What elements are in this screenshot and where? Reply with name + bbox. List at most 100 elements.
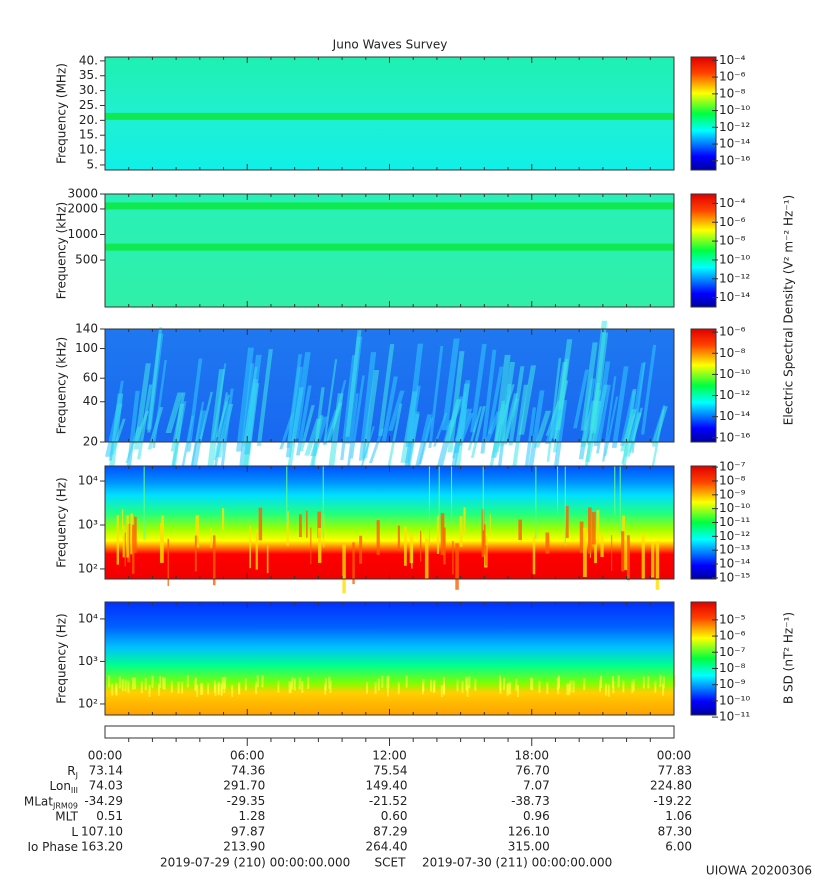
colorbar-tick-label: 10⁻⁶ (719, 70, 746, 84)
colorbar (690, 601, 717, 716)
spike (468, 676, 471, 689)
spike (223, 680, 226, 693)
spike (596, 509, 600, 543)
spike (317, 511, 321, 539)
y-tick-label: 5. (87, 157, 98, 171)
spike (662, 676, 665, 689)
spike (442, 683, 445, 696)
colorbar-tick-label: 10⁻¹¹ (719, 710, 750, 724)
spike (111, 683, 114, 696)
streak (170, 392, 186, 452)
spike (277, 680, 280, 693)
streak (593, 361, 611, 446)
colorbar-tick-label: 10⁻⁹ (719, 677, 746, 691)
spike (621, 531, 625, 572)
time-tick-label: 00:00 (88, 749, 123, 763)
spike (255, 682, 258, 695)
streak (467, 406, 483, 451)
spike (579, 521, 584, 553)
ephemeris-value: 264.40 (366, 840, 408, 854)
streak (326, 402, 343, 441)
colorbar-tick-label: 10⁻¹² (719, 529, 750, 543)
streak (518, 365, 537, 435)
footer-start: 2019-07-29 (210) 00:00:00.000 (160, 856, 350, 870)
spike (535, 466, 537, 539)
spike (381, 675, 384, 688)
y-axis-label: Frequency (Hz) (55, 613, 69, 704)
spike (342, 544, 346, 594)
spike (288, 681, 291, 694)
spike (238, 682, 241, 695)
spike (286, 466, 288, 523)
spike (463, 507, 466, 534)
spike (569, 680, 572, 693)
y-tick-label: 1000 (67, 227, 98, 241)
spike (201, 683, 204, 696)
spike (673, 675, 676, 688)
streak (323, 359, 338, 445)
ephemeris-value: 6.00 (665, 840, 692, 854)
streak (345, 330, 362, 437)
ephemeris-label-sub: III (71, 786, 78, 795)
band (105, 112, 674, 120)
colorbar-tick-label: 10⁻⁸ (719, 346, 746, 360)
colorbar-tick-label: 10⁻¹² (719, 271, 750, 285)
streak (457, 413, 474, 446)
ephemeris-value: 75.54 (373, 764, 407, 778)
y-tick-label: 20. (79, 113, 98, 127)
colorbar-tick-label: 10⁻⁸ (719, 661, 746, 675)
streak (213, 401, 229, 468)
colorbar-tick-label: 10⁻⁷ (719, 460, 746, 474)
streak (489, 400, 505, 466)
streak (511, 384, 528, 470)
streak (108, 380, 124, 461)
streak (299, 405, 315, 452)
streak (480, 349, 497, 454)
streak (350, 375, 365, 459)
streak (487, 366, 504, 434)
spike (566, 683, 569, 696)
spike (557, 466, 559, 514)
ephemeris-label-text: Io Phase (27, 840, 78, 854)
spike (151, 675, 154, 688)
spike (307, 676, 310, 689)
streak (602, 376, 617, 462)
streak (415, 414, 433, 466)
colorbar-tick-label: 10⁻¹² (719, 388, 750, 402)
spike (132, 524, 135, 574)
spike (459, 516, 463, 547)
streak (165, 392, 184, 433)
spike (546, 682, 549, 695)
streak (152, 359, 167, 448)
spike (582, 527, 587, 578)
spike (594, 539, 597, 564)
y-tick-label: 15. (79, 128, 98, 142)
spike (256, 675, 259, 688)
ephemeris-label: Io Phase (27, 840, 78, 854)
spike (127, 680, 130, 693)
streak (304, 418, 322, 456)
colorbar-tick-label: 10⁻¹⁰ (719, 501, 750, 515)
spectrogram (105, 602, 674, 715)
streak (189, 401, 205, 470)
spike (286, 510, 289, 546)
spike (538, 680, 541, 693)
streak (369, 428, 384, 464)
colorbar (690, 465, 717, 580)
ephemeris-label: RJ (67, 764, 78, 780)
spike (140, 681, 143, 694)
spike (482, 466, 484, 531)
spike (143, 466, 145, 540)
colorbar-tick-label: 10⁻¹⁴ (719, 557, 750, 571)
y-tick-label: 60 (83, 371, 98, 385)
spike (499, 681, 502, 694)
spike (221, 677, 224, 690)
streak (585, 400, 602, 462)
ephemeris-value: 291.70 (223, 779, 265, 793)
spike (424, 538, 429, 579)
streak (573, 369, 589, 429)
spike (452, 540, 454, 575)
spike (659, 675, 662, 688)
y-tick-label: 40 (83, 394, 98, 408)
spike (655, 541, 660, 590)
